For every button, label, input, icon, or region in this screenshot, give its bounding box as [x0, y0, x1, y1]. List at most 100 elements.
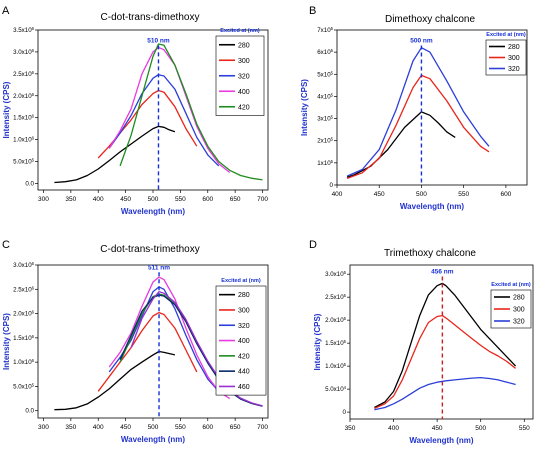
- x-tick-label: 400: [332, 191, 343, 198]
- legend-label: 320: [238, 73, 250, 80]
- y-tick-label: 0.0: [25, 180, 34, 187]
- x-tick-label: 500: [475, 425, 486, 432]
- y-tick-label: 1.5x105: [325, 339, 347, 348]
- y-tick-label: 3x105: [317, 114, 333, 123]
- y-tick-label: 2.0x105: [325, 316, 347, 325]
- y-tick-label: 3.0x105: [325, 270, 347, 279]
- series-line-400: [108, 276, 231, 400]
- x-tick-label: 450: [432, 425, 443, 432]
- y-tick-label: 1.5x106: [13, 333, 35, 342]
- x-tick-label: 400: [388, 425, 399, 432]
- legend: Excited at (nm) 280 300 320 400 420: [215, 28, 265, 116]
- series-line-320: [108, 74, 220, 167]
- chart-panel-d: D Trimethoxy chalcone 350 400 450 500 550 0 5.0x…: [309, 239, 534, 445]
- plot-frame: [336, 29, 528, 186]
- y-tick-label: 2x105: [317, 136, 333, 145]
- y-tick-label: 1x105: [317, 158, 333, 167]
- y-tick-label: 3.5x106: [13, 26, 35, 35]
- legend-label: 300: [508, 55, 520, 62]
- chart-title: Dimethoxy chalcone: [385, 14, 475, 25]
- panel-letter: C: [2, 239, 10, 251]
- x-tick-label: 600: [202, 196, 213, 203]
- legend-label: 280: [508, 44, 520, 51]
- y-tick-label: 3.0x106: [13, 47, 35, 56]
- x-tick-label: 700: [257, 424, 268, 431]
- legend-label: 460: [238, 384, 250, 391]
- x-tick-label: 650: [230, 196, 241, 203]
- y-tick-label: 2.5x106: [13, 285, 35, 294]
- series-line-280: [374, 282, 517, 409]
- series-line-460: [130, 291, 263, 407]
- x-tick-label: 400: [93, 424, 104, 431]
- series-line-420: [119, 43, 263, 181]
- series-line-280: [54, 125, 176, 184]
- x-tick-label: 350: [65, 196, 76, 203]
- x-tick-label: 500: [416, 191, 427, 198]
- x-axis-label: Wavelength (nm): [409, 436, 473, 445]
- series-line-300: [97, 311, 198, 392]
- chart-panel-a: A C-dot-trans-dimethoxy 300 350 400 450 500 550…: [2, 5, 269, 216]
- legend-label: 320: [513, 319, 525, 326]
- y-tick-label: 1.0x106: [13, 135, 35, 144]
- panel-letter: D: [309, 239, 317, 251]
- chart-panel-c: C C-dot-trans-trimethoxy 300 350 400 450 500 55…: [2, 239, 269, 444]
- y-tick-label: 5.0x105: [13, 157, 35, 166]
- y-tick-label: 4x105: [317, 92, 333, 101]
- x-axis-label: Wavelength (nm): [121, 435, 185, 444]
- legend-label: 400: [238, 89, 250, 96]
- x-tick-label: 350: [345, 425, 356, 432]
- y-tick-label: 6x105: [317, 48, 333, 57]
- legend-title: Excited at (nm): [221, 278, 261, 284]
- x-tick-label: 500: [148, 424, 159, 431]
- legend-title: Excited at (nm): [486, 32, 526, 38]
- x-tick-label: 550: [175, 424, 186, 431]
- y-tick-label: 1.0x105: [325, 362, 347, 371]
- x-tick-label: 400: [93, 196, 104, 203]
- peak-annotation: 511 nm: [148, 264, 170, 271]
- y-tick-label: 5.0x104: [325, 385, 347, 394]
- plot-frame: [349, 264, 534, 420]
- y-tick-label: 2.5x106: [13, 69, 35, 78]
- series-line-320: [108, 286, 220, 392]
- chart-panel-b: B Dimethoxy chalcone 400 450 500 550 600 0 1x105…: [300, 5, 528, 211]
- series-line-320: [374, 376, 516, 411]
- y-axis-label: Intensity (CPS): [2, 313, 11, 370]
- legend: Excited at (nm) 280 300 320 400 420 440 460: [215, 278, 267, 396]
- x-tick-label: 650: [230, 424, 241, 431]
- x-tick-label: 600: [500, 191, 511, 198]
- x-tick-label: 550: [175, 196, 186, 203]
- series-line-320: [346, 47, 490, 177]
- y-tick-label: 1.0x106: [13, 358, 35, 367]
- legend-label: 320: [508, 66, 520, 73]
- x-tick-label: 600: [202, 424, 213, 431]
- y-tick-label: 3.0x106: [13, 261, 35, 270]
- panel-letter: A: [2, 5, 10, 17]
- x-tick-label: 450: [374, 191, 385, 198]
- x-tick-label: 550: [519, 425, 530, 432]
- legend-label: 300: [513, 307, 525, 314]
- y-tick-label: 2.5x105: [325, 293, 347, 302]
- chart-title: C-dot-trans-trimethoxy: [100, 244, 199, 255]
- peak-annotation: 500 nm: [410, 38, 433, 45]
- y-axis-label: Intensity (CPS): [2, 81, 11, 138]
- legend-label: 420: [238, 353, 250, 360]
- y-tick-label: 0: [343, 409, 347, 416]
- legend-title: Excited at (nm): [491, 282, 531, 288]
- legend-label: 320: [238, 323, 250, 330]
- peak-annotation: 456 nm: [431, 268, 454, 275]
- y-tick-label: 5.0x105: [13, 382, 35, 391]
- panel-letter: B: [309, 5, 316, 17]
- legend-label: 300: [238, 58, 250, 65]
- x-tick-label: 450: [120, 196, 131, 203]
- series-line-300: [97, 89, 198, 159]
- legend-label: 440: [238, 369, 250, 376]
- x-tick-label: 550: [458, 191, 469, 198]
- legend: Excited at (nm) 280 300 320: [485, 32, 527, 76]
- legend-label: 400: [238, 338, 250, 345]
- series-line-300: [374, 314, 517, 409]
- y-tick-label: 2.0x106: [13, 91, 35, 100]
- legend: Excited at (nm) 280 300 320: [490, 282, 532, 329]
- series-line-400: [108, 46, 231, 174]
- x-tick-label: 300: [38, 424, 49, 431]
